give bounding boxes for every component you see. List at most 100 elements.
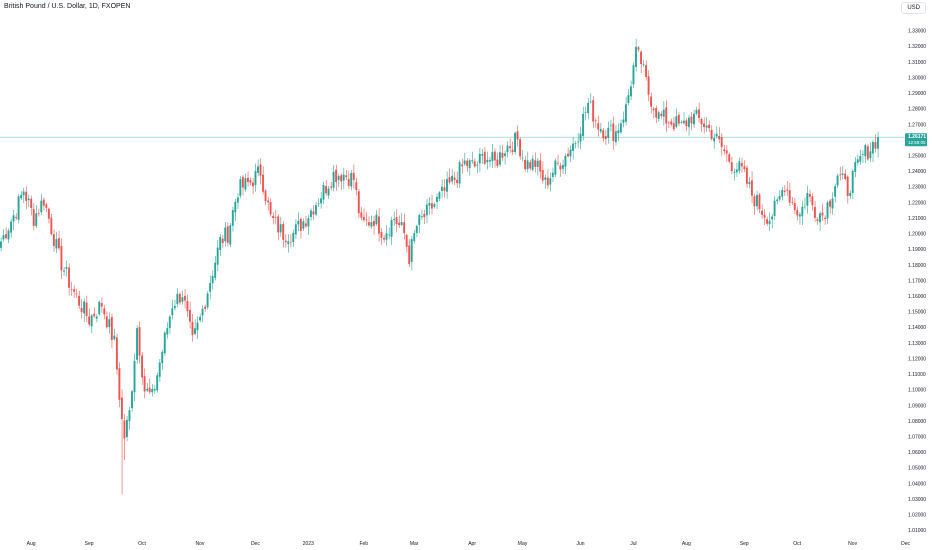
symbol-title[interactable]: British Pound / U.S. Dollar, 1D, FXOPEN	[4, 3, 131, 10]
candle-body	[380, 232, 383, 238]
candle-body	[798, 214, 801, 217]
candle-body	[529, 162, 532, 169]
candle-body	[700, 119, 703, 125]
candle-body	[75, 293, 78, 295]
candle-body	[259, 164, 262, 176]
candle-body	[851, 170, 854, 193]
time-axis[interactable]: Aug Sep Oct Nov Dec 2023 Feb Mar Apr May Jun Jul Aug…	[27, 541, 911, 547]
candle-body	[400, 222, 403, 225]
price-tick-label: 1.11000	[908, 372, 926, 378]
time-tick-label: Aug	[27, 541, 36, 547]
price-tick-label: 1.07000	[908, 435, 926, 441]
candle-body	[80, 308, 83, 313]
candle-body	[604, 135, 607, 140]
candle-body	[597, 123, 600, 130]
candle-body	[153, 389, 156, 391]
candle-body	[718, 136, 721, 140]
time-tick-label: Sep	[740, 541, 749, 547]
candle-body	[693, 113, 695, 125]
candle-body	[32, 209, 35, 226]
candle-body	[342, 174, 345, 181]
candle-body	[289, 241, 292, 243]
candle-body	[90, 315, 93, 327]
price-tick-label: 1.16000	[908, 294, 926, 300]
candle-body	[423, 213, 426, 218]
candle-body	[438, 192, 441, 199]
candle-body	[844, 173, 847, 179]
candle-body	[151, 388, 154, 393]
candle-body	[509, 146, 511, 149]
candle-body	[645, 65, 648, 77]
candle-body	[35, 213, 38, 227]
price-axis[interactable]: 1.33000 1.32000 1.31000 1.30000 1.29000 1.280…	[908, 29, 926, 535]
candle-body	[136, 328, 138, 360]
candle-body	[388, 234, 390, 236]
time-tick-label: Nov	[848, 541, 857, 547]
price-tick-label: 1.28000	[908, 107, 926, 113]
candle-body	[640, 51, 642, 65]
candle-body	[17, 196, 20, 220]
candle-body	[531, 158, 534, 170]
candle-body	[375, 214, 378, 225]
price-tick-label: 1.08000	[908, 419, 926, 425]
candle-body	[874, 141, 877, 149]
candle-body	[267, 200, 270, 203]
candle-body	[63, 270, 65, 272]
candle-body	[723, 149, 726, 152]
candle-body	[229, 225, 232, 245]
candle-body	[20, 194, 23, 199]
currency-button[interactable]: USD	[901, 2, 926, 14]
candle-body	[42, 199, 45, 206]
candle-body	[355, 182, 358, 191]
price-tick-label: 1.15000	[908, 310, 926, 316]
candle-body	[360, 212, 363, 218]
time-tick-label: Jun	[576, 541, 584, 547]
candle-body	[561, 164, 564, 169]
candle-body	[551, 172, 554, 177]
candle-body	[703, 123, 705, 127]
price-tick-label: 1.33000	[908, 29, 926, 35]
candles	[0, 38, 879, 495]
candle-body	[856, 159, 859, 163]
candle-body	[582, 113, 585, 137]
candle-body	[435, 196, 438, 202]
candle-body	[85, 302, 88, 316]
candle-body	[70, 289, 73, 291]
candle-body	[662, 109, 665, 117]
candle-body	[108, 319, 111, 328]
candle-body	[408, 245, 411, 265]
candle-body	[171, 308, 174, 316]
candle-body	[627, 95, 630, 104]
candle-body	[78, 295, 81, 306]
candle-body	[307, 218, 310, 227]
candle-body	[45, 204, 48, 208]
candle-body	[451, 175, 453, 182]
candle-body	[367, 222, 370, 226]
candle-body	[750, 180, 753, 196]
candle-body	[428, 202, 431, 206]
candle-body	[448, 177, 451, 183]
candle-body	[287, 241, 290, 245]
candle-body	[788, 190, 791, 203]
candle-body	[173, 306, 176, 309]
price-tick-label: 1.17000	[908, 278, 926, 284]
candle-body	[456, 179, 459, 183]
candle-body	[866, 146, 869, 160]
candle-body	[829, 200, 831, 207]
candle-body	[2, 235, 5, 240]
candle-body	[191, 322, 194, 335]
candle-body	[776, 199, 779, 202]
candle-body	[607, 127, 610, 138]
candle-body	[574, 143, 577, 144]
time-tick-label: Feb	[359, 541, 368, 547]
time-tick-label: Oct	[793, 541, 801, 547]
candle-body	[365, 219, 368, 221]
candle-body	[761, 210, 763, 215]
candle-body	[337, 176, 340, 181]
candle-body	[675, 116, 678, 127]
candle-body	[246, 177, 249, 182]
candle-body	[670, 121, 673, 125]
candle-body	[206, 293, 209, 308]
candle-body	[564, 155, 567, 167]
